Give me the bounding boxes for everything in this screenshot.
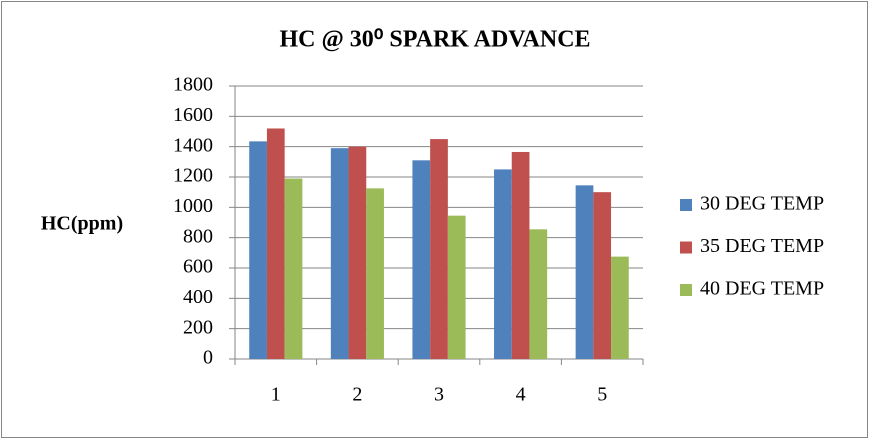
y-tick-label: 1400 (173, 134, 213, 156)
bar (249, 141, 267, 359)
bar (266, 128, 285, 359)
bar (284, 178, 303, 359)
y-axis-label: HC(ppm) (41, 213, 123, 235)
bar (348, 146, 367, 359)
x-tick-label: 5 (597, 384, 607, 406)
bar (575, 185, 594, 359)
y-tick-label: 800 (183, 225, 213, 247)
x-tick-label: 3 (434, 384, 444, 406)
y-tick-label: 400 (183, 286, 213, 308)
legend-label: 30 DEG TEMP (700, 193, 824, 215)
bar (330, 148, 349, 359)
x-tick-label: 1 (271, 384, 281, 406)
x-tick-label: 4 (516, 384, 526, 406)
bar (611, 256, 629, 359)
legend-label: 40 DEG TEMP (700, 278, 824, 300)
y-tick-label: 1600 (173, 104, 213, 126)
bar (529, 229, 548, 359)
y-tick-label: 1000 (173, 195, 213, 217)
bar (494, 169, 512, 359)
y-tick-label: 0 (203, 347, 213, 369)
bar (412, 160, 431, 359)
bar (430, 139, 448, 359)
y-tick-label: 1800 (173, 74, 213, 96)
bar (511, 151, 530, 359)
legend-swatch (680, 241, 692, 254)
bar (366, 188, 384, 359)
x-tick-label: 2 (352, 384, 362, 406)
legend-label: 35 DEG TEMP (700, 235, 824, 257)
bar (593, 192, 612, 359)
chart-title: HC @ 30⁰ SPARK ADVANCE (279, 27, 590, 53)
y-tick-label: 1200 (173, 165, 213, 187)
bar (447, 215, 466, 359)
y-tick-label: 600 (183, 256, 213, 278)
y-tick-label: 200 (183, 316, 213, 338)
legend-swatch (680, 284, 692, 296)
legend-swatch (680, 199, 692, 211)
